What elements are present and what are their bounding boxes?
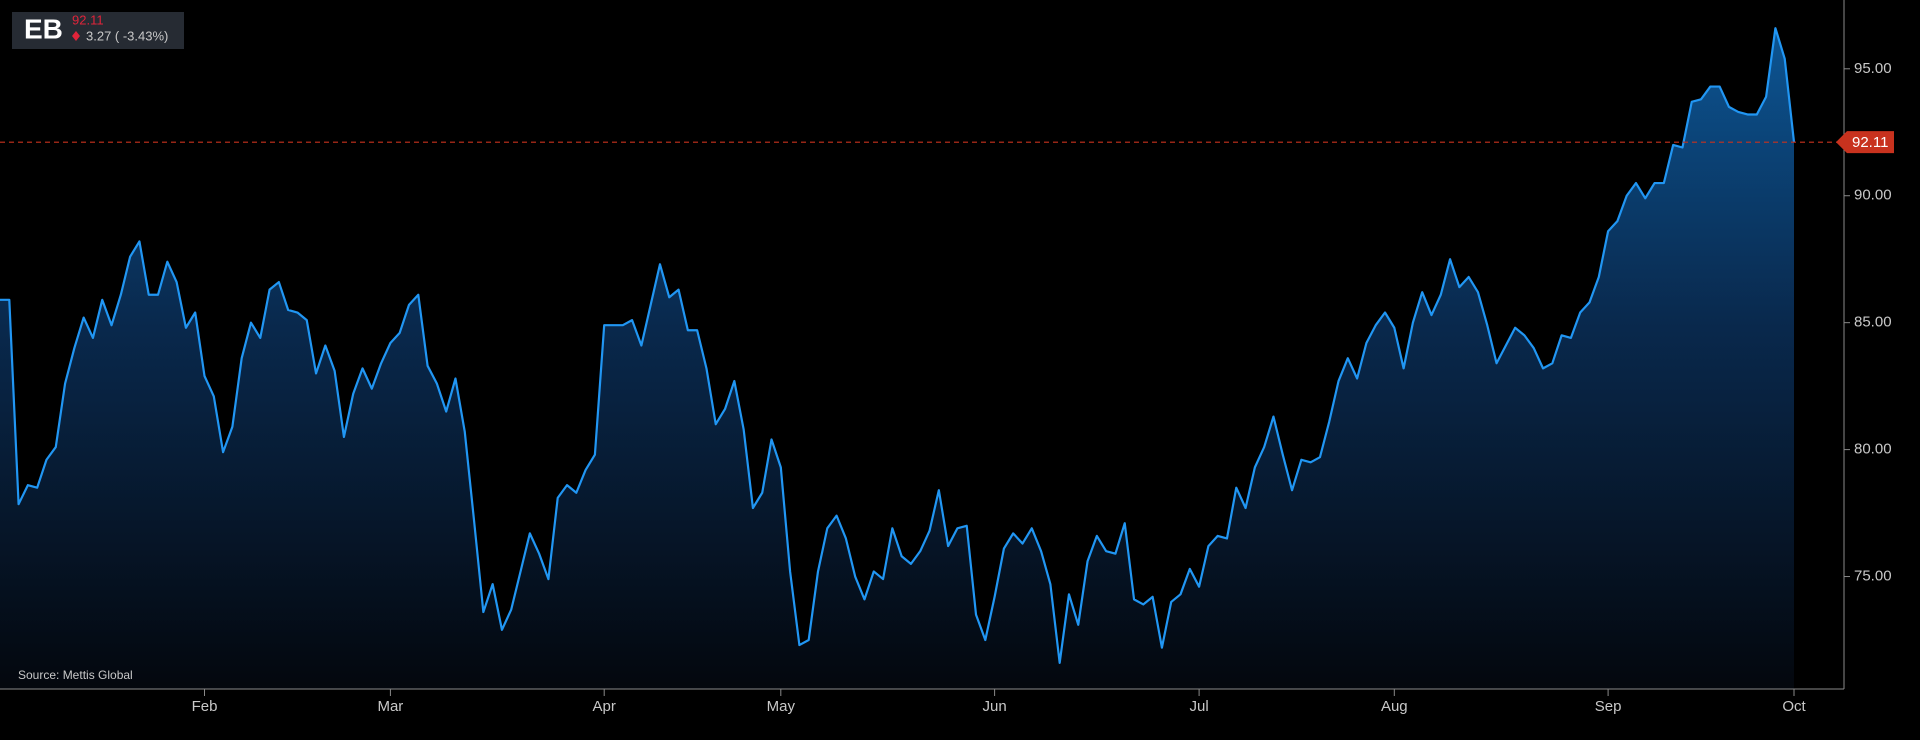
x-tick-label: Oct [1782, 698, 1806, 715]
x-tick-label: May [767, 698, 796, 715]
ticker-box [12, 12, 184, 49]
y-tick-label: 75.00 [1854, 568, 1892, 585]
x-tick-label: Feb [192, 698, 218, 715]
area [0, 28, 1794, 690]
x-tick-label: Sep [1595, 698, 1622, 715]
last-value-tag [1836, 131, 1894, 154]
x-tick-label: Jun [983, 698, 1007, 715]
ticker-change: 3.27 ( -3.43%) [86, 28, 168, 43]
x-tick-label: Aug [1381, 698, 1408, 715]
ticker-price: 92.11 [72, 12, 104, 27]
last-value-label: 92.11 [1852, 134, 1888, 151]
line [0, 27, 1796, 664]
source-note: Source: Mettis Global [18, 668, 133, 682]
x-tick-label: Mar [377, 698, 403, 715]
y-tick-label: 95.00 [1854, 60, 1892, 77]
y-tick-label: 80.00 [1854, 441, 1892, 458]
y-tick-label: 90.00 [1854, 187, 1892, 204]
x-tick-label: Jul [1190, 698, 1209, 715]
y-tick-label: 85.00 [1854, 314, 1892, 331]
ticker-symbol: EB [24, 13, 63, 44]
x-tick-label: Apr [593, 698, 616, 715]
down-icon [72, 31, 80, 41]
